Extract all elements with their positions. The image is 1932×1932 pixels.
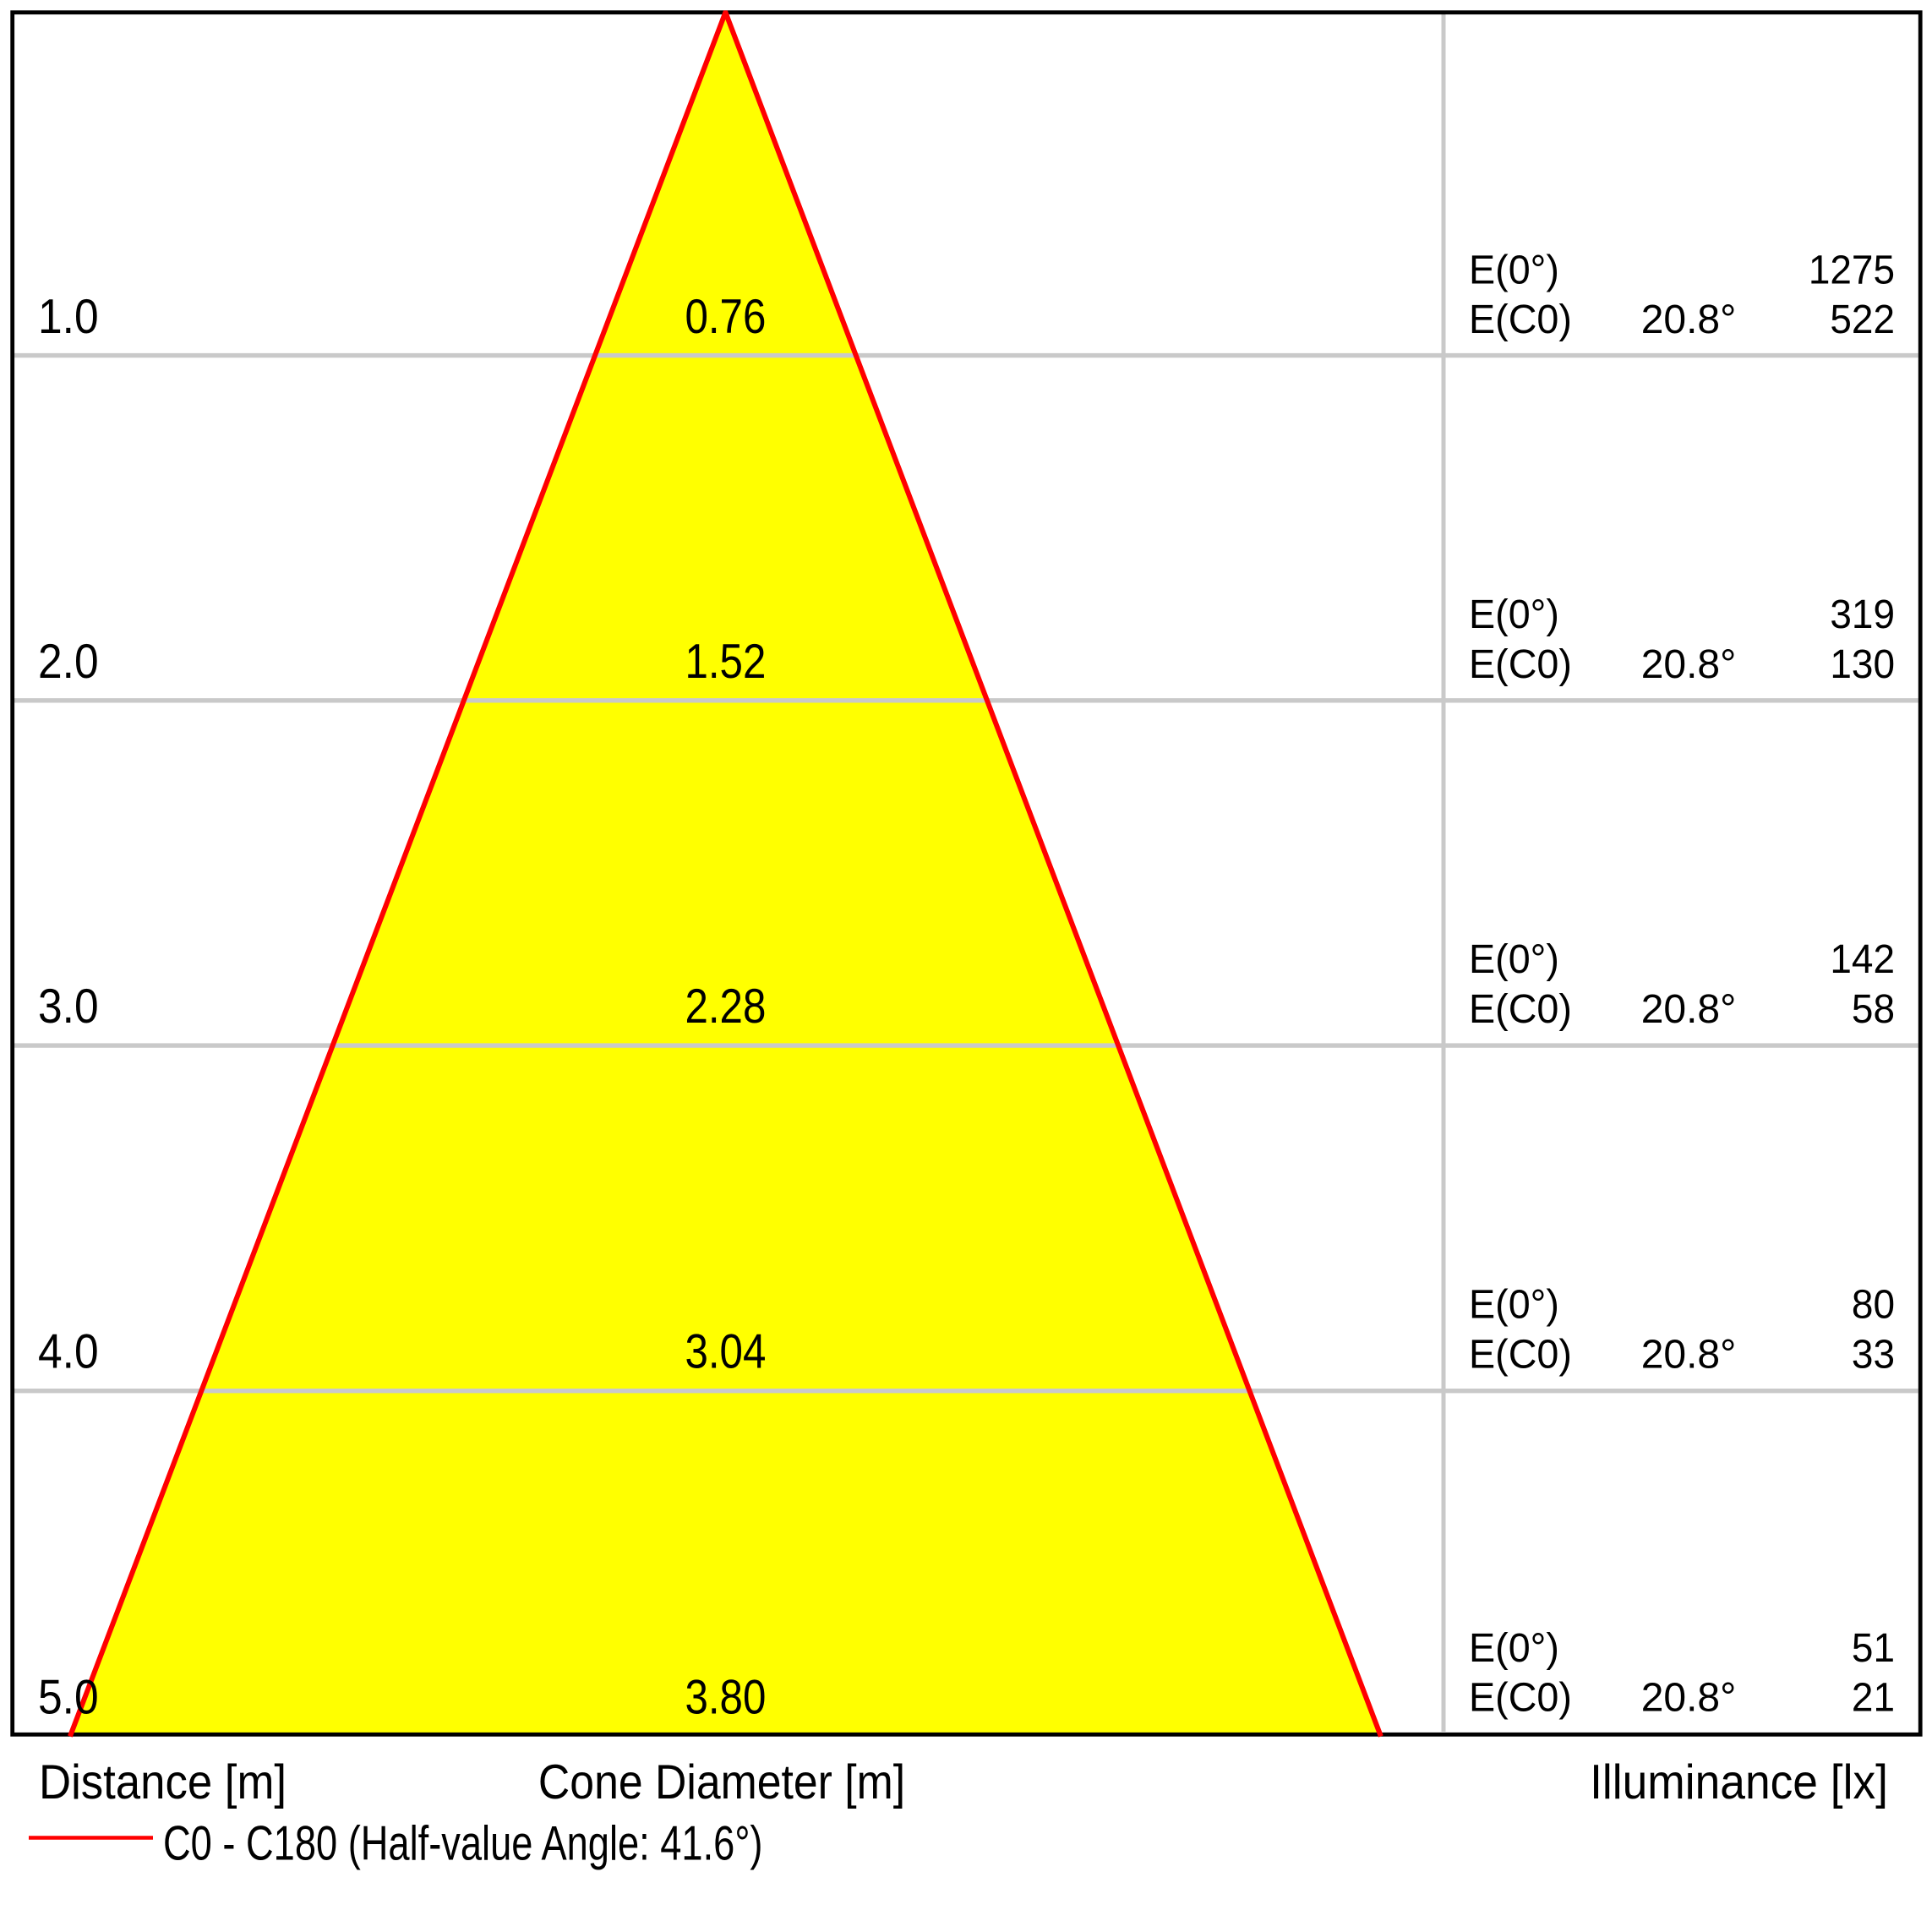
svg-text:E(C0): E(C0) <box>1469 297 1572 342</box>
svg-text:E(0°): E(0°) <box>1469 1625 1559 1671</box>
svg-text:Cone Diameter [m]: Cone Diameter [m] <box>538 1754 905 1809</box>
svg-text:51: 51 <box>1852 1624 1895 1670</box>
svg-text:20.8°: 20.8° <box>1641 987 1737 1032</box>
svg-text:E(C0): E(C0) <box>1469 641 1572 687</box>
svg-text:1.0: 1.0 <box>38 289 99 343</box>
svg-text:E(0°): E(0°) <box>1469 1282 1559 1328</box>
svg-text:Illuminance [lx]: Illuminance [lx] <box>1590 1755 1888 1809</box>
svg-text:142: 142 <box>1830 936 1895 981</box>
svg-text:C0 - C180 (Half-value Angle: 4: C0 - C180 (Half-value Angle: 41.6°) <box>163 1815 762 1869</box>
svg-text:E(0°): E(0°) <box>1469 592 1559 637</box>
svg-text:5.0: 5.0 <box>38 1670 99 1724</box>
svg-text:E(C0): E(C0) <box>1469 1675 1572 1721</box>
svg-text:20.8°: 20.8° <box>1641 1676 1737 1721</box>
svg-text:58: 58 <box>1852 985 1895 1031</box>
svg-text:2.28: 2.28 <box>685 980 766 1034</box>
svg-text:20.8°: 20.8° <box>1641 642 1737 687</box>
svg-text:2.0: 2.0 <box>38 634 99 688</box>
svg-text:E(0°): E(0°) <box>1469 937 1559 983</box>
svg-text:1.52: 1.52 <box>685 635 766 688</box>
svg-text:0.76: 0.76 <box>685 291 766 344</box>
svg-text:4.0: 4.0 <box>38 1324 99 1378</box>
svg-text:3.80: 3.80 <box>685 1671 766 1724</box>
svg-text:1275: 1275 <box>1809 247 1895 292</box>
svg-text:20.8°: 20.8° <box>1641 1333 1737 1378</box>
svg-text:3.0: 3.0 <box>38 979 99 1033</box>
svg-text:20.8°: 20.8° <box>1641 297 1737 342</box>
svg-text:E(0°): E(0°) <box>1469 248 1559 293</box>
svg-text:E(C0): E(C0) <box>1469 987 1572 1033</box>
svg-text:3.04: 3.04 <box>685 1325 766 1378</box>
svg-text:130: 130 <box>1830 641 1895 686</box>
svg-text:319: 319 <box>1830 591 1895 636</box>
svg-text:80: 80 <box>1852 1281 1895 1327</box>
svg-text:21: 21 <box>1852 1674 1895 1720</box>
svg-text:E(C0): E(C0) <box>1469 1332 1572 1378</box>
svg-text:Distance [m]: Distance [m] <box>39 1755 287 1809</box>
svg-text:33: 33 <box>1852 1331 1895 1377</box>
svg-text:522: 522 <box>1830 296 1895 341</box>
